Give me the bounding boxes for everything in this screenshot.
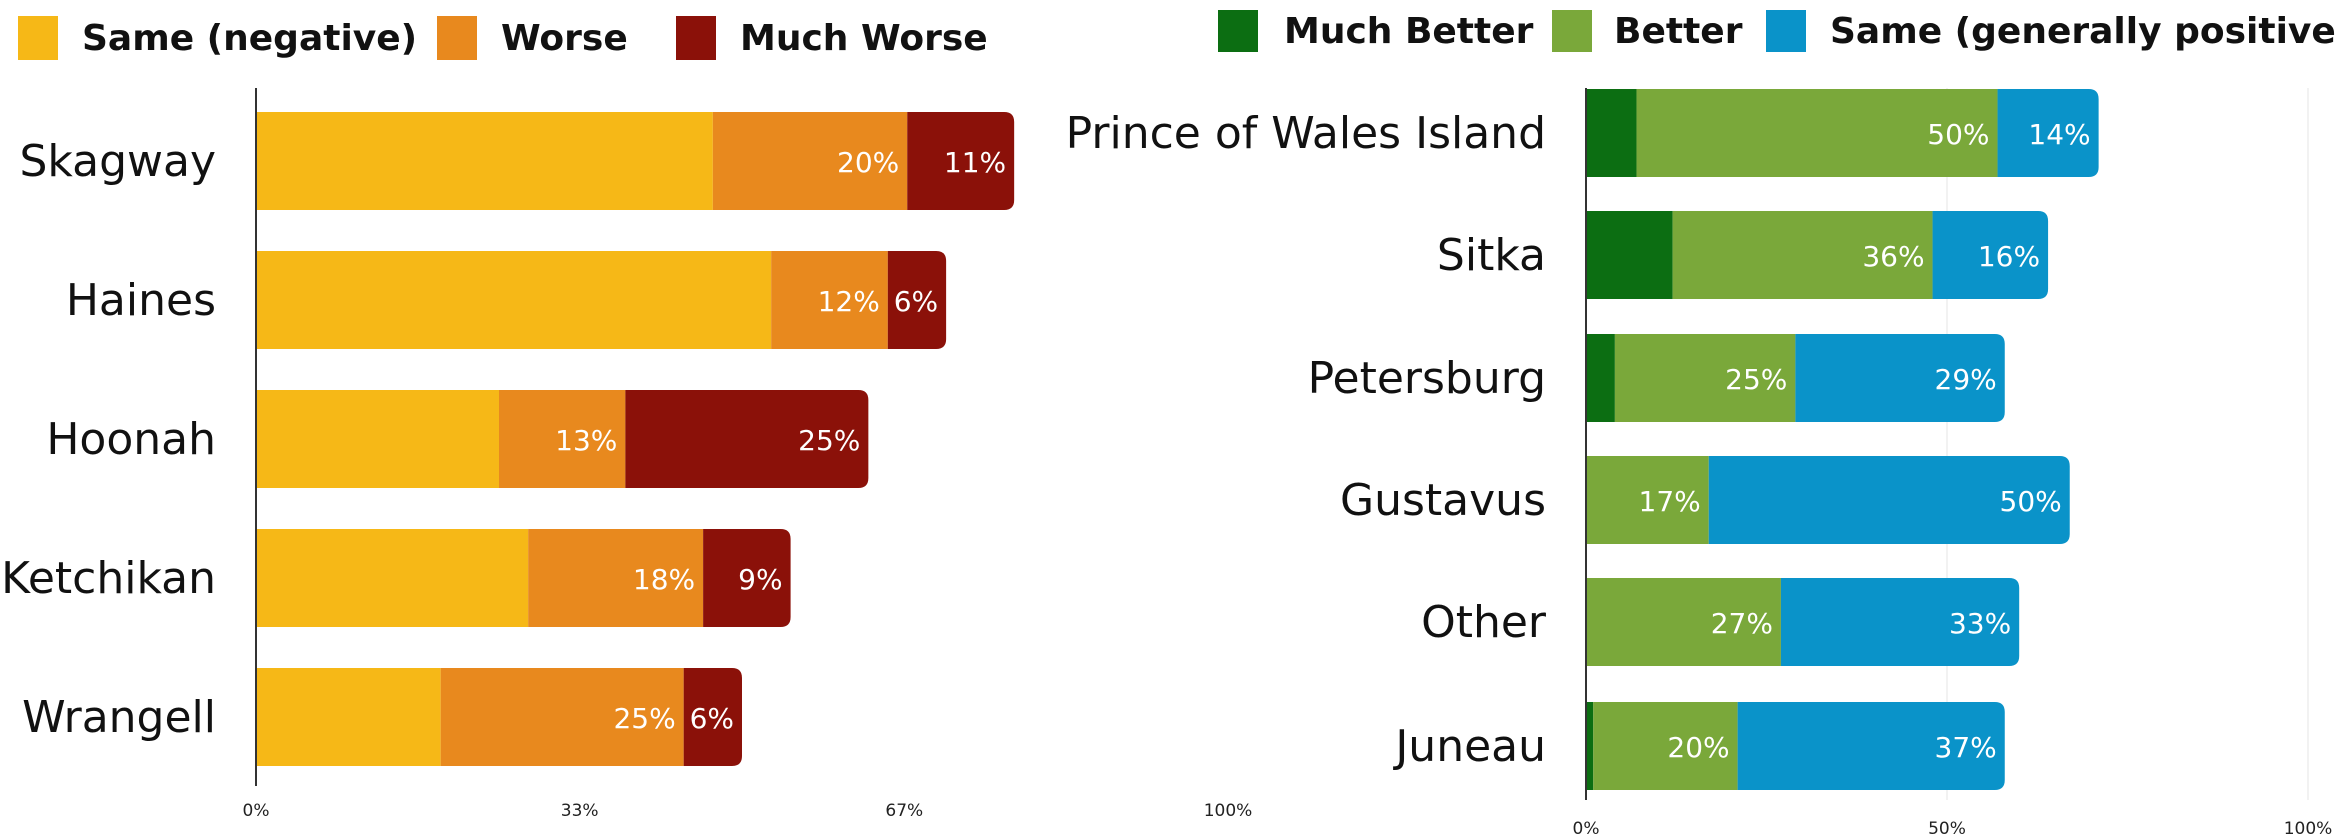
bar-petersburg-better — [1614, 334, 1796, 422]
legend-label-better: Better — [1614, 11, 1743, 52]
category-label: Hoonah — [46, 414, 216, 465]
category-label: Other — [1421, 597, 1547, 648]
bar-skagway-much-worse — [907, 112, 1015, 210]
category-label: Ketchikan — [1, 553, 216, 604]
category-label: Wrangell — [22, 692, 216, 743]
bar-haines-same-negative — [256, 251, 772, 349]
bar-wrangell-much-worse — [683, 668, 742, 766]
data-label: 50% — [1927, 118, 1989, 151]
category-label: Juneau — [1392, 721, 1546, 772]
tick-label: 100% — [1204, 801, 1253, 821]
category-label: Skagway — [19, 136, 216, 187]
bar-ketchikan-same-negative — [256, 529, 529, 627]
bar-ketchikan-worse — [528, 529, 704, 627]
bar-wrangell-same-negative — [256, 668, 441, 766]
tick-label: 33% — [561, 801, 599, 821]
bar-petersburg-same-generally-positive — [1795, 334, 2005, 422]
bar-gustavus-better — [1586, 456, 1709, 544]
bar-ketchikan-much-worse — [703, 529, 791, 627]
data-label: 17% — [1639, 485, 1701, 518]
data-label: 16% — [1978, 240, 2040, 273]
data-label: 18% — [633, 563, 695, 596]
bar-gustavus-same-generally-positive — [1708, 456, 2070, 544]
data-label: 25% — [613, 702, 675, 735]
bar-sitka-same-generally-positive — [1932, 211, 2049, 299]
data-label: 33% — [1949, 607, 2011, 640]
category-label: Petersburg — [1308, 353, 1546, 404]
bar-haines-much-worse — [887, 251, 947, 349]
category-label: Sitka — [1437, 230, 1546, 281]
data-label: 20% — [837, 146, 899, 179]
bar-wrangell-worse — [440, 668, 684, 766]
bar-sitka-better — [1672, 211, 1933, 299]
legend-swatch-worse — [437, 16, 477, 60]
category-label: Haines — [66, 275, 216, 326]
bar-hoonah-same-negative — [256, 390, 499, 488]
bar-other-same-generally-positive — [1780, 578, 2020, 666]
data-label: 12% — [818, 285, 880, 318]
bar-other-better — [1586, 578, 1781, 666]
data-label: 25% — [1725, 363, 1787, 396]
legend-label-worse: Worse — [501, 18, 628, 59]
legend-label-same-generally-positive: Same (generally positive) — [1830, 11, 2338, 52]
bar-skagway-same-negative — [256, 112, 713, 210]
bar-prince-of-wales-island-same-generally-positive — [1997, 89, 2099, 177]
tick-label: 50% — [1928, 819, 1966, 838]
data-label: 6% — [690, 702, 734, 735]
legend-swatch-much-better — [1218, 10, 1258, 52]
legend-swatch-better — [1552, 10, 1592, 52]
legend-label-much-better: Much Better — [1284, 11, 1534, 52]
bar-skagway-worse — [712, 112, 908, 210]
data-label: 29% — [1935, 363, 1997, 396]
legend-swatch-much-worse — [676, 16, 716, 60]
tick-label: 100% — [2284, 819, 2333, 838]
chart-1: 20% 11% Skagway 12% 6% Haines 13% 25% Hoonah 18% 9… — [1, 16, 1252, 821]
bar-haines-worse — [771, 251, 888, 349]
bar-juneau-better — [1593, 702, 1738, 790]
tick-label: 0% — [243, 801, 270, 821]
legend-swatch-same-negative — [18, 16, 58, 60]
data-label: 9% — [738, 563, 782, 596]
data-label: 27% — [1711, 607, 1773, 640]
data-label: 37% — [1935, 731, 1997, 764]
data-label: 6% — [894, 285, 938, 318]
category-label: Prince of Wales Island — [1066, 108, 1546, 159]
legend-label-same-negative: Same (negative) — [82, 18, 417, 59]
data-label: 50% — [2000, 485, 2062, 518]
bar-prince-of-wales-island-better — [1636, 89, 1998, 177]
legend-label-much-worse: Much Worse — [740, 18, 988, 59]
chart-2: 50% 14% Prince of Wales Island 36% 16% Sitka 2… — [1066, 10, 2338, 838]
data-label: 25% — [798, 424, 860, 457]
tick-label: 0% — [1573, 819, 1600, 838]
bar-petersburg-much-better — [1586, 334, 1615, 422]
legend-swatch-same-generally-positive — [1766, 10, 1806, 52]
data-label: 36% — [1862, 240, 1924, 273]
bar-juneau-same-generally-positive — [1737, 702, 2005, 790]
tick-label: 67% — [885, 801, 923, 821]
category-label: Gustavus — [1340, 475, 1546, 526]
data-label: 14% — [2028, 118, 2090, 151]
data-label: 13% — [555, 424, 617, 457]
bar-prince-of-wales-island-much-better — [1586, 89, 1637, 177]
bar-sitka-much-better — [1586, 211, 1673, 299]
data-label: 11% — [944, 146, 1006, 179]
data-label: 20% — [1667, 731, 1729, 764]
bar-hoonah-much-worse — [625, 390, 869, 488]
bar-juneau-much-better — [1586, 702, 1594, 790]
bar-hoonah-worse — [499, 390, 626, 488]
